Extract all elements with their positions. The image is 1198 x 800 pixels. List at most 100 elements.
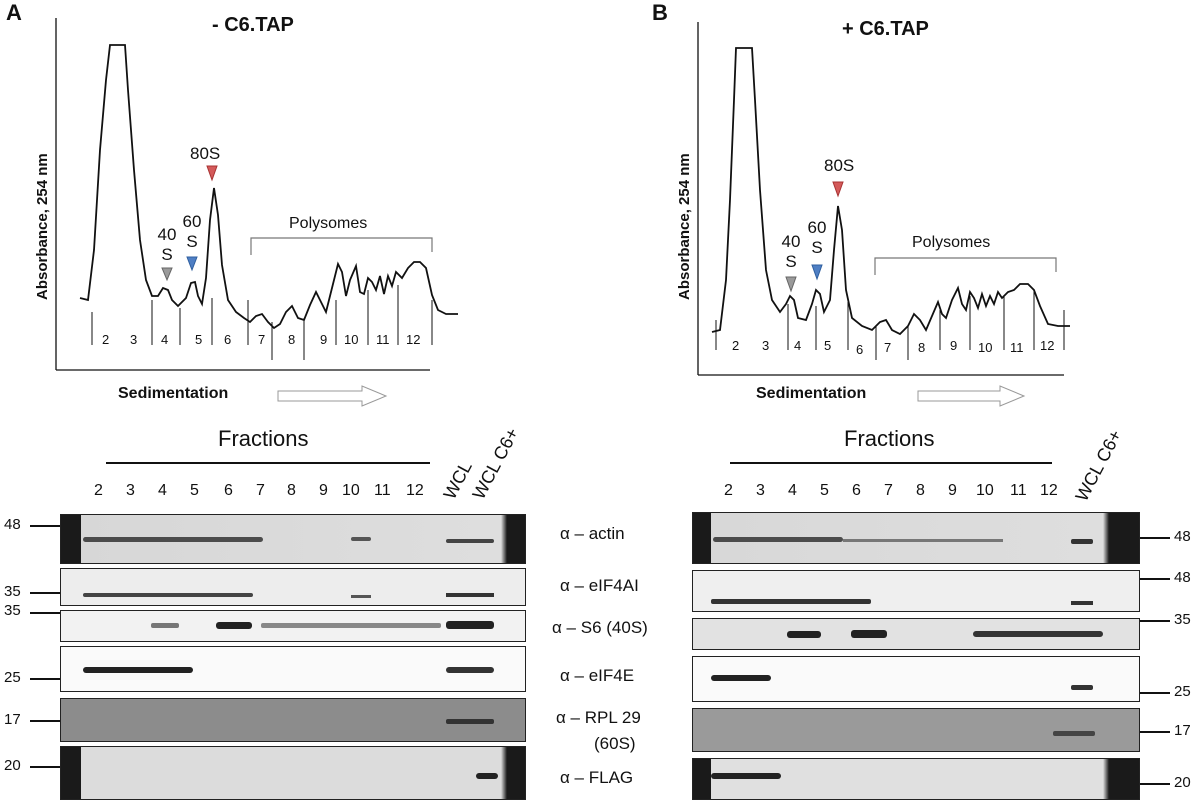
panel-a-mw-25: 25 [4,669,21,686]
panel-b-mw-tick [1140,692,1170,694]
panel-a-mw-tick [30,720,60,722]
panel-a-mw-17: 17 [4,711,21,728]
panel-a-mw-48: 48 [4,516,21,533]
panel-a-frac-7: 7 [258,332,266,347]
band [83,667,193,673]
panel-a-lane-8: 8 [287,482,296,499]
panel-b-blot-flag [692,758,1140,800]
panel-b-40s-num: 40 [781,232,801,251]
panel-b-blot-eif4e [692,656,1140,702]
panel-b-frac-7: 7 [884,340,892,355]
panel-b-60s-label: 60 S [806,218,828,258]
band [83,593,253,597]
panel-a-frac-8: 8 [288,332,296,347]
panel-a-mw-35a: 35 [4,583,21,600]
panel-b-frac-10: 10 [978,340,993,355]
band [713,537,843,542]
panel-b-blot-s6 [692,618,1140,650]
panel-b-mw-tick [1140,578,1170,580]
panel-a-mw-tick [30,612,60,614]
panel-b-absorbance-trace [711,47,1070,336]
panel-b-mw-tick [1140,783,1170,785]
panel-a-blot-eif4e [60,646,526,692]
panel-a-frac-3: 3 [130,332,138,347]
panel-a-lane-7: 7 [256,482,265,499]
panel-b-blot-eif4ai [692,570,1140,612]
panel-a-80s-marker [206,165,218,182]
panel-a-absorbance-trace [79,44,458,330]
panel-b-lane-4: 4 [788,482,797,499]
panel-a-60s-num: 60 [182,212,202,231]
panel-a-lane-11: 11 [374,482,391,499]
band [1053,731,1095,736]
panel-a-60s-label: 60 S [181,212,203,252]
panel-b-lane-2: 2 [724,482,733,499]
panel-b-blot-rpl29 [692,708,1140,752]
panel-a-blot-eif4ai [60,568,526,606]
panel-b-mw-48b: 48 [1174,569,1191,586]
panel-a-lane-4: 4 [158,482,167,499]
panel-b-fraction-dividers [715,290,1065,360]
panel-b-mw-35: 35 [1174,611,1191,628]
panel-b-mw-17: 17 [1174,722,1191,739]
panel-a-polysome-bracket [250,237,433,255]
panel-a-frac-12: 12 [406,332,421,347]
panel-b-frac-4: 4 [794,338,802,353]
panel-b-frac-12: 12 [1040,338,1055,353]
panel-a-40s-num: 40 [157,225,177,244]
panel-b-letter: B [652,0,668,25]
panel-a-mw-tick [30,678,60,680]
panel-a-lane-3: 3 [126,482,135,499]
panel-b-lane-5: 5 [820,482,829,499]
panel-a-polysomes-label: Polysomes [289,215,368,232]
panel-a-60s-s: S [186,232,198,251]
band [351,537,371,541]
panel-b-fractions-rule [730,462,1052,464]
panel-a-blot-s6 [60,610,526,642]
panel-b-mw-tick [1140,537,1170,539]
panel-a-frac-6: 6 [224,332,232,347]
panel-a-blot-flag [60,746,526,800]
band [261,623,441,628]
panel-b-frac-5: 5 [824,338,832,353]
panel-b-xlabel: Sedimentation [756,385,867,402]
band [711,599,871,604]
panel-a-frac-11: 11 [376,332,390,347]
panel-a-frac-2: 2 [102,332,110,347]
band [446,667,494,673]
panel-b-40s-label: 40 S [780,232,802,272]
panel-a-mw-tick [30,766,60,768]
antibody-actin: α – actin [560,524,625,543]
band [446,621,494,629]
panel-b-80s-marker [832,181,844,198]
panel-b-blot-actin [692,512,1140,564]
panel-b-mw-tick [1140,620,1170,622]
panel-a-condition: - C6.TAP [212,14,294,36]
panel-b-fractions-title: Fractions [844,426,935,451]
band [851,630,887,638]
panel-a-lane-5: 5 [190,482,199,499]
panel-b-polysome-bracket [874,257,1057,275]
panel-b-lane-7: 7 [884,482,893,499]
panel-b-lane-3: 3 [756,482,765,499]
panel-a-xlabel: Sedimentation [118,385,229,402]
panel-b-40s-marker [785,276,797,293]
panel-b-frac-11: 11 [1010,340,1024,355]
band [446,593,494,597]
band [1071,685,1093,690]
panel-a-letter: A [6,0,22,25]
panel-b-lane-8: 8 [916,482,925,499]
panel-a-frac-4: 4 [161,332,169,347]
panel-a-60s-marker [186,256,198,272]
antibody-eif4e: α – eIF4E [560,666,635,685]
panel-a-fractions-title: Fractions [218,426,309,451]
band [711,773,781,779]
panel-b-lane-11: 11 [1010,482,1027,499]
band [83,537,263,542]
panel-a-lane-12: 12 [406,482,424,499]
panel-b-60s-num: 60 [807,218,827,237]
panel-b-frac-8: 8 [918,340,926,355]
panel-b-frac-6: 6 [856,342,864,357]
panel-b-lane-9: 9 [948,482,957,499]
panel-b-frac-9: 9 [950,338,958,353]
